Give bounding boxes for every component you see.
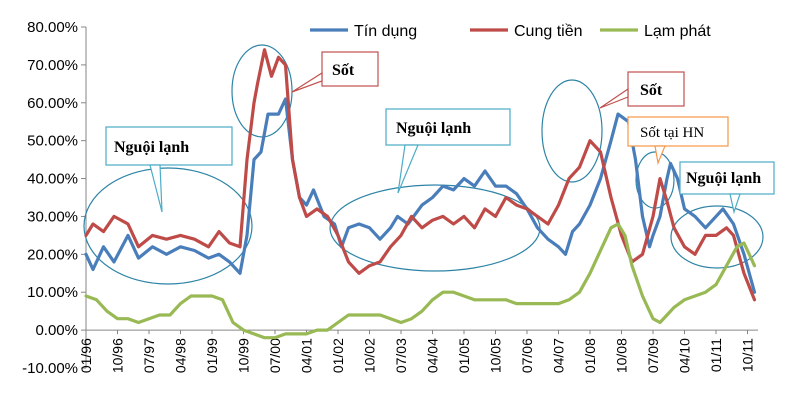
y-tick-label: 70.00% xyxy=(27,57,78,74)
series-lines xyxy=(84,48,757,340)
cold-3-ellipse xyxy=(670,205,764,269)
x-tick-label: 10/96 xyxy=(110,338,126,373)
callout-label: Sốt xyxy=(640,82,663,99)
callouts: Nguội lạnh Sốt Nguội lạnh Sốt Sốt tại HN Nguộ… xyxy=(105,51,775,215)
callout-tail xyxy=(291,71,323,93)
x-tick-label: 01/02 xyxy=(330,338,346,373)
x-tick-label: 10/11 xyxy=(740,338,756,372)
legend-label: Tín dụng xyxy=(354,23,417,40)
callout-cold-1: Nguội lạnh xyxy=(105,126,233,213)
callout-hot-2: Sốt xyxy=(599,71,685,109)
legend: Tín dụng Cung tiền Lạm phát xyxy=(310,23,711,40)
callout-box xyxy=(627,71,685,107)
cold-1-ellipse xyxy=(83,167,253,285)
highlight-ellipses xyxy=(83,44,764,285)
cold-2-ellipse xyxy=(329,184,541,272)
y-tick-label: 80.00% xyxy=(27,19,78,36)
callout-tail xyxy=(149,164,163,213)
x-tick-label: 01/96 xyxy=(78,338,94,373)
callout-cold-3: Nguội lạnh xyxy=(679,161,775,215)
x-tick-label: 01/11 xyxy=(708,338,724,372)
callout-tail xyxy=(599,87,629,109)
callout-box xyxy=(679,161,775,195)
series-line-2 xyxy=(84,222,757,340)
x-tick-label: 07/97 xyxy=(141,338,157,373)
y-tick-label: 40.00% xyxy=(27,171,78,188)
callout-cold-2: Nguội lạnh xyxy=(385,108,511,194)
y-tick-label: 30.00% xyxy=(27,208,78,225)
callout-label: Nguội lạnh xyxy=(114,139,189,156)
callout-label: Sốt xyxy=(332,62,355,79)
x-tick-label: 10/99 xyxy=(236,338,252,373)
hot-2-ellipse xyxy=(541,79,603,183)
x-tick-label: 10/02 xyxy=(362,338,378,373)
legend-label: Lạm phát xyxy=(644,23,711,40)
callout-label: Sốt tại HN xyxy=(640,125,704,141)
x-tick-label: 01/05 xyxy=(456,338,472,373)
callout-box xyxy=(385,108,511,146)
legend-label: Cung tiền xyxy=(514,23,583,40)
x-tick-label: 04/07 xyxy=(551,338,567,373)
callout-tail xyxy=(729,193,741,215)
x-tick-label: 07/00 xyxy=(267,338,283,373)
callout-tail xyxy=(397,144,419,194)
x-tick-label: 10/08 xyxy=(614,338,630,373)
y-tick-label: 20.00% xyxy=(27,246,78,263)
callout-box xyxy=(627,116,729,147)
x-tick-label: 04/10 xyxy=(677,338,693,373)
x-tick-label: 07/09 xyxy=(645,338,661,373)
axes: -10.00% 0.00% 10.00% 20.00% 30.00% 40.00% 50.0… xyxy=(22,19,758,377)
series-line-1 xyxy=(84,48,757,302)
callout-box xyxy=(321,51,379,87)
y-tick-label: -10.00% xyxy=(22,360,78,377)
y-tick-label: 0.00% xyxy=(35,322,78,339)
callout-hot-1: Sốt xyxy=(291,51,379,93)
x-tick-label: 10/05 xyxy=(488,338,504,373)
x-tick-label: 04/98 xyxy=(173,338,189,373)
callout-label: Nguội lạnh xyxy=(396,120,471,137)
callout-hot-hn: Sốt tại HN xyxy=(627,116,729,166)
x-tick-label: 01/99 xyxy=(204,338,220,373)
y-tick-label: 50.00% xyxy=(27,133,78,150)
y-tick-label: 60.00% xyxy=(27,95,78,112)
hot-1-ellipse xyxy=(231,44,293,138)
x-tick-label: 07/03 xyxy=(393,338,409,373)
y-tick-label: 10.00% xyxy=(27,284,78,301)
x-tick-label: 04/04 xyxy=(425,338,441,373)
series-line-0 xyxy=(84,97,757,294)
x-tick-label: 04/01 xyxy=(299,338,315,373)
callout-label: Nguội lạnh xyxy=(686,170,761,187)
x-tick-label: 01/08 xyxy=(582,338,598,373)
callout-box xyxy=(105,126,233,166)
x-tick-label: 07/06 xyxy=(519,338,535,373)
callout-tail xyxy=(654,145,666,166)
